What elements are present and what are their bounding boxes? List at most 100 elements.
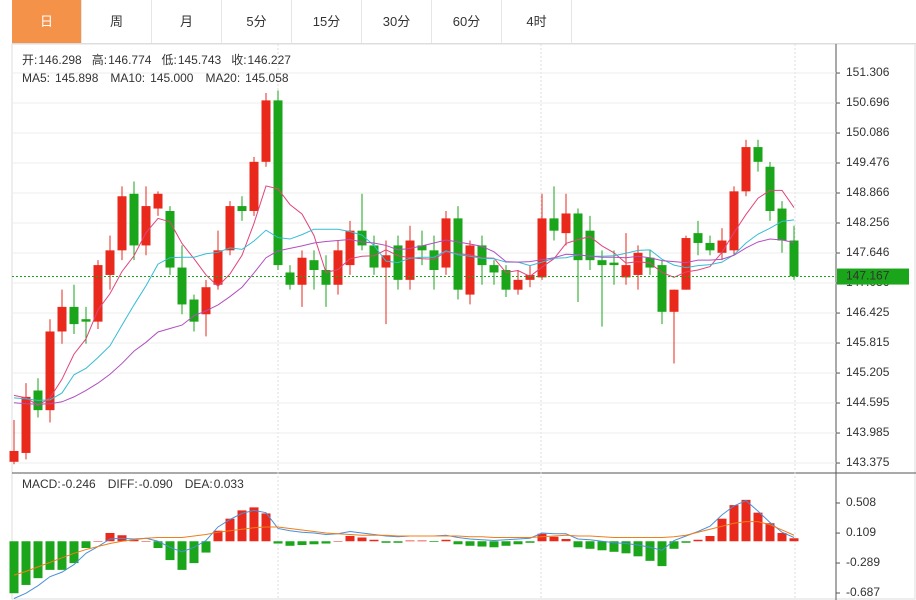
candle-body bbox=[153, 193, 163, 209]
candle-body bbox=[429, 250, 439, 271]
last-price-label: 147.167 bbox=[846, 269, 890, 283]
macd-bar bbox=[681, 541, 691, 543]
candle-body bbox=[621, 265, 631, 278]
macd-bar bbox=[93, 541, 103, 542]
candle-body bbox=[333, 250, 343, 285]
macd-bar bbox=[513, 541, 523, 545]
candle-body bbox=[609, 262, 619, 266]
macd-bar bbox=[489, 541, 499, 548]
macd-bar bbox=[657, 541, 667, 567]
candle-body bbox=[585, 230, 595, 261]
candle-body bbox=[261, 100, 271, 162]
frame bbox=[11, 43, 916, 600]
candle-body bbox=[525, 274, 535, 280]
macd-bar bbox=[561, 539, 571, 542]
macd-bar bbox=[225, 518, 235, 542]
readout: 0.033 bbox=[214, 477, 244, 491]
candle-body bbox=[489, 265, 499, 273]
readout: 146.298 bbox=[38, 53, 82, 67]
candle-body bbox=[537, 218, 547, 278]
macd-bar bbox=[213, 530, 223, 542]
candle-body bbox=[753, 147, 763, 162]
candle-body bbox=[141, 206, 151, 246]
candle-body bbox=[501, 270, 511, 290]
macd-bar bbox=[417, 540, 427, 542]
macd-bar bbox=[789, 538, 799, 542]
candle-body bbox=[681, 238, 691, 290]
candle-body bbox=[297, 257, 307, 285]
macd-bar bbox=[69, 541, 79, 564]
macd-bar bbox=[405, 540, 415, 542]
candle-body bbox=[321, 270, 331, 285]
readout: DIFF: bbox=[108, 477, 138, 491]
y-tick-label: 145.205 bbox=[846, 365, 890, 379]
macd-bar bbox=[249, 507, 259, 542]
macd-bar bbox=[81, 541, 91, 549]
candle-body bbox=[729, 191, 739, 251]
macd-bar bbox=[273, 541, 283, 544]
candle-body bbox=[57, 306, 67, 332]
readout: 145.898 bbox=[55, 71, 99, 85]
candle-body bbox=[225, 206, 235, 251]
candle-body bbox=[285, 272, 295, 285]
candle-body bbox=[117, 196, 127, 251]
y-tick-label: 0.109 bbox=[846, 525, 876, 539]
macd-bar bbox=[285, 541, 295, 546]
period-tab[interactable]: 月 bbox=[152, 0, 222, 43]
candle-body bbox=[177, 267, 187, 305]
y-tick-label: 148.256 bbox=[846, 215, 890, 229]
macd-bar bbox=[201, 541, 211, 553]
candle-body bbox=[69, 306, 79, 325]
candle-body bbox=[249, 161, 259, 212]
candle-body bbox=[309, 260, 319, 271]
macd-bar bbox=[585, 541, 595, 549]
ma-line bbox=[13, 219, 795, 401]
readout: 146.227 bbox=[248, 53, 292, 67]
candle-body bbox=[165, 211, 175, 268]
macd-line bbox=[13, 521, 795, 576]
readout: -0.090 bbox=[139, 477, 173, 491]
ma-line bbox=[13, 185, 795, 406]
period-tab[interactable]: 30分 bbox=[362, 0, 432, 43]
period-tab[interactable]: 5分 bbox=[222, 0, 292, 43]
macd-bar bbox=[393, 541, 403, 543]
candle-body bbox=[213, 250, 223, 285]
macd-bar bbox=[465, 541, 475, 546]
readout: 收: bbox=[231, 53, 246, 67]
macd-bar bbox=[333, 541, 343, 542]
candle-body bbox=[477, 245, 487, 266]
readout: MA10: bbox=[110, 71, 145, 85]
macd-bar bbox=[9, 541, 19, 594]
macd-bar bbox=[645, 541, 655, 561]
candle-body bbox=[441, 218, 451, 268]
period-tab[interactable]: 日 bbox=[12, 0, 82, 43]
macd-bar bbox=[537, 533, 547, 542]
macd-bar bbox=[357, 537, 367, 542]
y-tick-label: 150.086 bbox=[846, 125, 890, 139]
y-tick-label: 146.425 bbox=[846, 305, 890, 319]
macd-bar bbox=[381, 541, 391, 543]
y-tick-label: 151.306 bbox=[846, 65, 890, 79]
readout: 高: bbox=[92, 52, 107, 67]
period-tab[interactable]: 周 bbox=[82, 0, 152, 43]
candle-body bbox=[45, 331, 55, 411]
period-tab[interactable]: 60分 bbox=[432, 0, 502, 43]
macd-bar bbox=[621, 541, 631, 554]
macd-bar bbox=[753, 512, 763, 542]
readout: 低: bbox=[161, 53, 176, 67]
macd-bar bbox=[21, 541, 31, 585]
candle-body bbox=[21, 396, 31, 453]
y-tick-label: -0.687 bbox=[846, 585, 880, 599]
period-tab[interactable]: 4时 bbox=[502, 0, 572, 43]
candle-body bbox=[513, 279, 523, 290]
readout: MA5: bbox=[22, 71, 50, 85]
candle-body bbox=[561, 213, 571, 234]
macd-bar bbox=[597, 541, 607, 551]
readout: 145.000 bbox=[150, 71, 194, 85]
period-tab[interactable]: 15分 bbox=[292, 0, 362, 43]
candle-body bbox=[789, 240, 799, 277]
candle-body bbox=[765, 166, 775, 212]
candle-body bbox=[657, 265, 667, 312]
candle-body bbox=[105, 250, 115, 275]
